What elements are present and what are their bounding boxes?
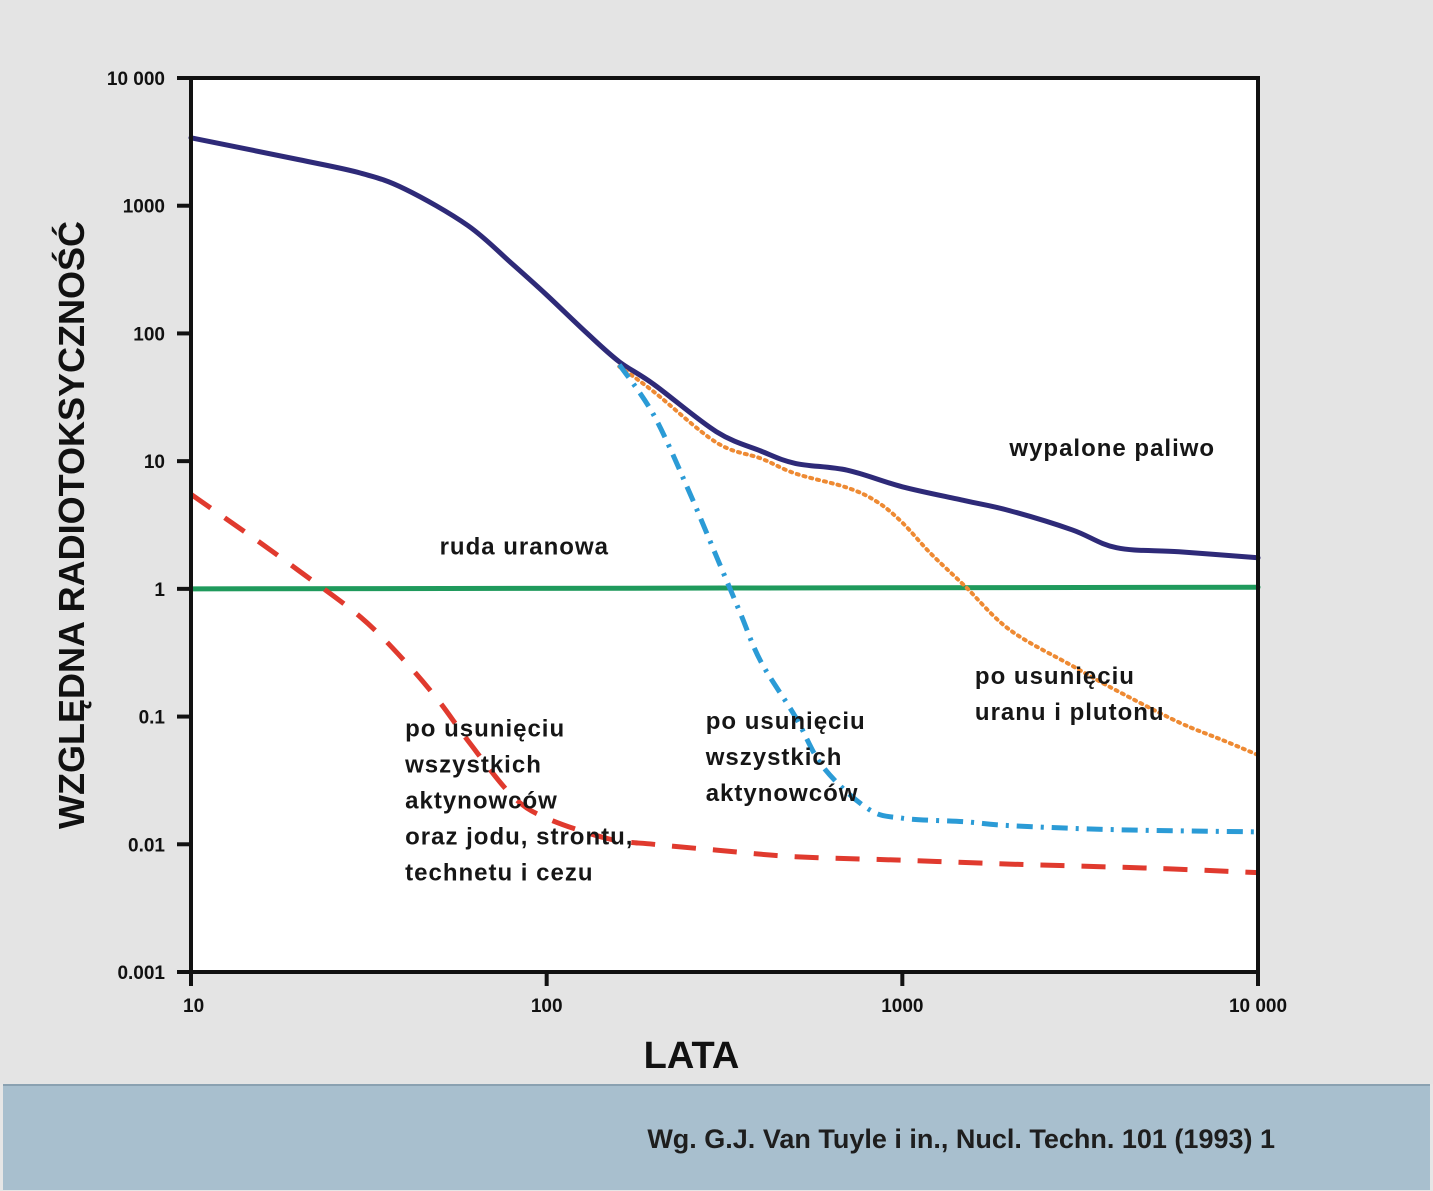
- x-tick-label: 10 000: [1229, 996, 1287, 1017]
- plot-area: [191, 78, 1258, 972]
- x-axis-title: LATA: [644, 1035, 740, 1077]
- y-tick-label: 0.001: [117, 963, 165, 984]
- plot-frame: [189, 76, 1260, 974]
- x-tick-label: 100: [531, 996, 563, 1017]
- annotation-ruda_label: ruda uranowa: [440, 534, 609, 561]
- radiotoxicity-chart: 10 000 1000 100 10 1 0.1 0.01 0.001 10 100 1000 10 …: [50, 69, 1287, 1077]
- y-tick-label: 0.1: [139, 708, 166, 729]
- y-tick-label: 1: [154, 580, 165, 601]
- y-tick-label: 0.01: [128, 835, 165, 856]
- x-tick-label: 10: [183, 996, 204, 1017]
- annotation-urpu_label: po usunięciu uranu i plutonu: [975, 663, 1165, 726]
- series-line-wypalone: [188, 135, 1261, 561]
- annotation-akt_label: po usunięciu wszystkich aktynowców: [705, 708, 866, 807]
- annotation-all_label: po usunięciu wszystkich aktynowców oraz jod…: [404, 715, 633, 886]
- series-line-bez_uranu_plutonu: [617, 364, 1260, 757]
- y-tick-label: 100: [133, 324, 165, 345]
- citation-text: Wg. G.J. Van Tuyle i in., Nucl. Techn. 1…: [647, 1124, 1275, 1154]
- chart-panel: 10 000 1000 100 10 1 0.1 0.01 0.001 10 100 1000 10 …: [50, 69, 1288, 1077]
- citation-bar: Wg. G.J. Van Tuyle i in., Nucl. Techn. 1…: [3, 1084, 1430, 1190]
- y-tick-label: 10 000: [107, 69, 165, 90]
- annotation-wypalone_label: wypalone paliwo: [1008, 435, 1215, 462]
- y-tick-label: 10: [144, 452, 165, 473]
- x-tick-label: 1000: [881, 996, 923, 1017]
- series-line-bez_aktynowcow: [617, 363, 1259, 835]
- y-tick-label: 1000: [123, 197, 165, 218]
- series-line-ruda: [188, 584, 1261, 592]
- y-axis-title: WZGLĘDNA RADIOTOKSYCZNOŚĆ: [50, 221, 92, 829]
